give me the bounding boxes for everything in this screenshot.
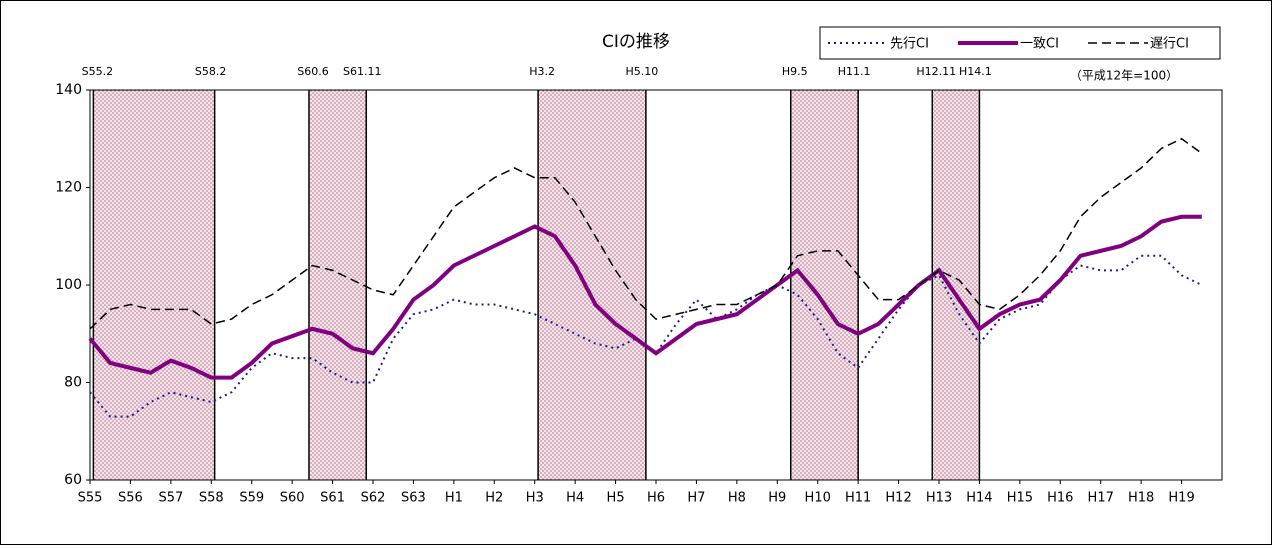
period-label: H5.10 [626, 65, 659, 78]
x-tick-label: S57 [158, 491, 183, 506]
recession-band [93, 90, 215, 480]
recession-band [932, 90, 980, 480]
x-tick-label: S63 [401, 491, 426, 506]
x-tick-label: H14 [966, 491, 992, 506]
recession-band [538, 90, 646, 480]
period-label: H9.5 [782, 65, 808, 78]
period-label: H14.1 [959, 65, 992, 78]
x-tick-label: H12 [885, 491, 911, 506]
series-line [88, 214, 1202, 380]
y-tick-label: 80 [64, 375, 82, 391]
period-label: S55.2 [82, 65, 113, 78]
y-tick-label: 100 [55, 277, 82, 293]
unit-note: （平成12年=100） [1070, 69, 1178, 83]
period-label: H12.11 [916, 65, 956, 78]
y-tick-label: 60 [64, 472, 82, 488]
x-tick-label: H19 [1168, 491, 1194, 506]
x-tick-label: H16 [1047, 491, 1073, 506]
legend-label: 一致CI [1020, 37, 1059, 52]
series-line [89, 254, 1203, 418]
x-tick-label: H6 [647, 491, 665, 506]
legend: 先行CI 一致CI 遅行CI [819, 26, 1221, 60]
x-tick-label: H15 [1007, 491, 1033, 506]
period-label: H3.2 [529, 65, 555, 78]
period-label: S60.6 [297, 65, 328, 78]
x-tick-label: S62 [361, 491, 386, 506]
x-tick-label: H2 [485, 491, 503, 506]
x-tick-label: H13 [926, 491, 952, 506]
recession-band [790, 90, 859, 480]
x-tick-label: H17 [1088, 491, 1114, 506]
period-label: S58.2 [195, 65, 226, 78]
x-tick-label: S58 [199, 491, 224, 506]
y-tick-label: 120 [55, 180, 82, 196]
period-label: H11.1 [838, 65, 871, 78]
period-label: S61.11 [343, 65, 381, 78]
x-tick-label: H8 [728, 491, 746, 506]
x-tick-label: S55 [78, 491, 103, 506]
x-tick-label: H11 [845, 491, 871, 506]
x-tick-label: H10 [805, 491, 831, 506]
x-tick-label: S56 [118, 491, 143, 506]
x-tick-label: H9 [768, 491, 786, 506]
x-tick-label: H7 [687, 491, 705, 506]
x-tick-label: H1 [445, 491, 463, 506]
x-tick-label: S61 [320, 491, 345, 506]
x-tick-label: H4 [566, 491, 584, 506]
x-tick-label: S59 [239, 491, 264, 506]
x-tick-label: S60 [280, 491, 305, 506]
series-line [89, 137, 1203, 330]
recession-band [308, 90, 367, 480]
legend-label: 先行CI [890, 37, 929, 52]
x-tick-label: H18 [1128, 491, 1154, 506]
x-tick-label: H5 [607, 491, 625, 506]
x-tick-label: H3 [526, 491, 544, 506]
y-tick-label: 140 [55, 82, 82, 98]
chart-title: CIの推移 [602, 32, 670, 52]
legend-label: 遅行CI [1150, 37, 1189, 52]
legend-box [819, 26, 1221, 60]
